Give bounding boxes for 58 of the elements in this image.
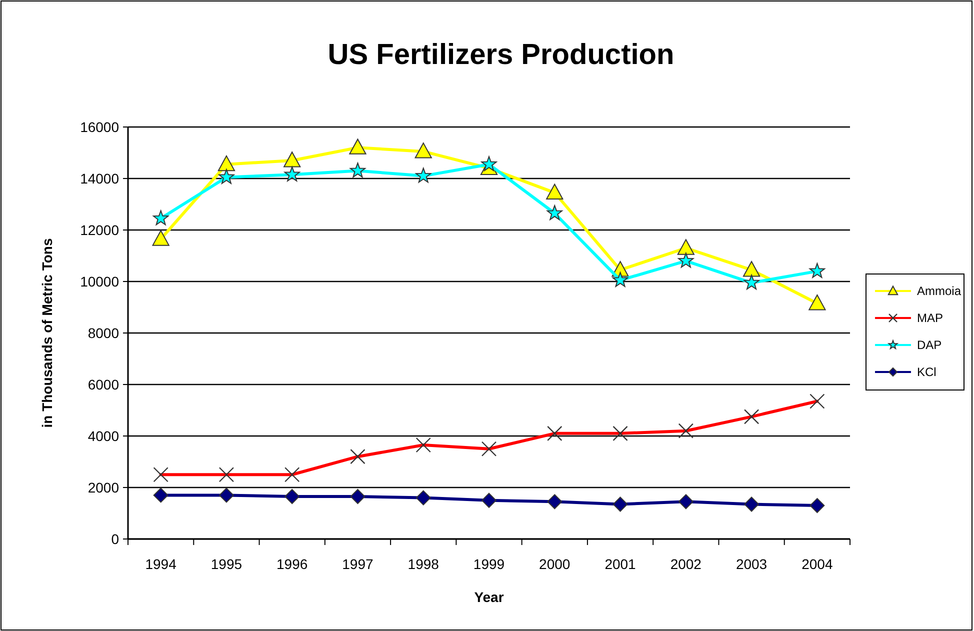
point [612, 496, 628, 512]
x-tick-label: 2001 [604, 556, 636, 572]
point [152, 210, 169, 226]
point [416, 168, 432, 183]
point [218, 488, 234, 503]
chart-title: US Fertilizers Production [328, 39, 674, 71]
y-tick-label: 8000 [88, 324, 120, 341]
point [153, 488, 168, 503]
y-tick-label: 6000 [88, 376, 120, 392]
legend-label: MAP [917, 311, 944, 326]
point [284, 489, 300, 504]
y-tick-label: 12000 [80, 222, 120, 238]
x-tick-label: 1994 [145, 556, 177, 572]
x-tick-label: 1996 [276, 556, 308, 572]
x-tick-label: 1997 [342, 556, 374, 572]
point [744, 274, 760, 290]
point [677, 239, 694, 255]
point [414, 142, 432, 158]
point [284, 152, 301, 168]
point [808, 294, 826, 310]
y-tick-label: 2000 [88, 479, 120, 496]
point [742, 261, 760, 277]
x-tick-label: 2003 [736, 556, 768, 572]
x-tick-label: 2000 [539, 556, 570, 572]
legend-label: KCl [917, 365, 936, 380]
point [349, 138, 366, 154]
point [546, 184, 564, 200]
x-tick-label: 1999 [473, 556, 505, 572]
y-tick-label: 16000 [80, 118, 120, 135]
point [810, 498, 825, 514]
point [350, 489, 366, 504]
point [350, 162, 366, 178]
y-tick-label: 10000 [80, 273, 120, 290]
x-tick-label: 2002 [670, 556, 702, 572]
point [678, 252, 694, 268]
legend-label: Ammoia [917, 284, 962, 298]
point [744, 496, 760, 512]
point [152, 230, 170, 246]
point [416, 490, 431, 506]
point [809, 263, 826, 278]
point [218, 155, 236, 172]
y-tick-label: 4000 [88, 428, 120, 444]
point [678, 494, 694, 510]
x-tick-label: 2004 [802, 556, 833, 572]
y-tick-label: 0 [111, 530, 120, 547]
x-tick-label: 1995 [210, 556, 242, 572]
legend-label: DAP [917, 338, 942, 352]
point [546, 205, 562, 220]
point [482, 492, 496, 508]
point [218, 169, 234, 184]
x-tick-label: 1998 [408, 556, 440, 572]
point [612, 272, 628, 287]
y-tick-label: 14000 [80, 170, 120, 186]
point [547, 494, 562, 510]
point [284, 166, 300, 182]
point [481, 156, 497, 172]
x-axis-title: Year [474, 589, 504, 605]
y-axis-title: in Thousands of Metric Tons [39, 238, 55, 428]
